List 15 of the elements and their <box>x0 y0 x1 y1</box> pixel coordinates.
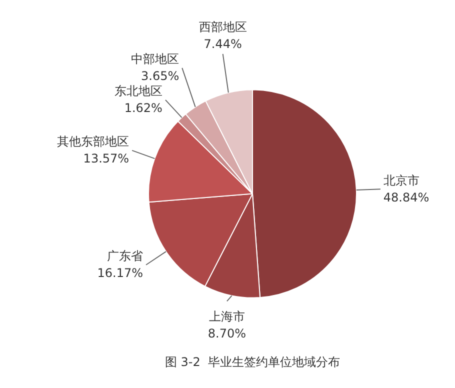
slice-label: 上海市 <box>208 309 245 324</box>
slice-label: 中部地区 <box>131 52 180 66</box>
slice-label: 广东省 <box>107 248 144 263</box>
slice-label: 北京市 <box>383 173 420 188</box>
slice-label: 西部地区 <box>198 20 247 34</box>
slice-label: 东北地区 <box>114 84 162 98</box>
data-label: 1.62% <box>124 101 162 116</box>
data-label: 8.70% <box>208 326 246 340</box>
data-label: 16.17% <box>97 266 144 280</box>
data-label: 7.44% <box>204 37 242 52</box>
slice-label: 其他东部地区 <box>57 134 130 149</box>
data-label: 3.65% <box>140 69 180 84</box>
data-label: 13.57% <box>83 152 130 166</box>
text: 图 3-2 毕业生签约单位地域分布 <box>164 354 340 369</box>
data-label: 48.84% <box>383 190 430 204</box>
